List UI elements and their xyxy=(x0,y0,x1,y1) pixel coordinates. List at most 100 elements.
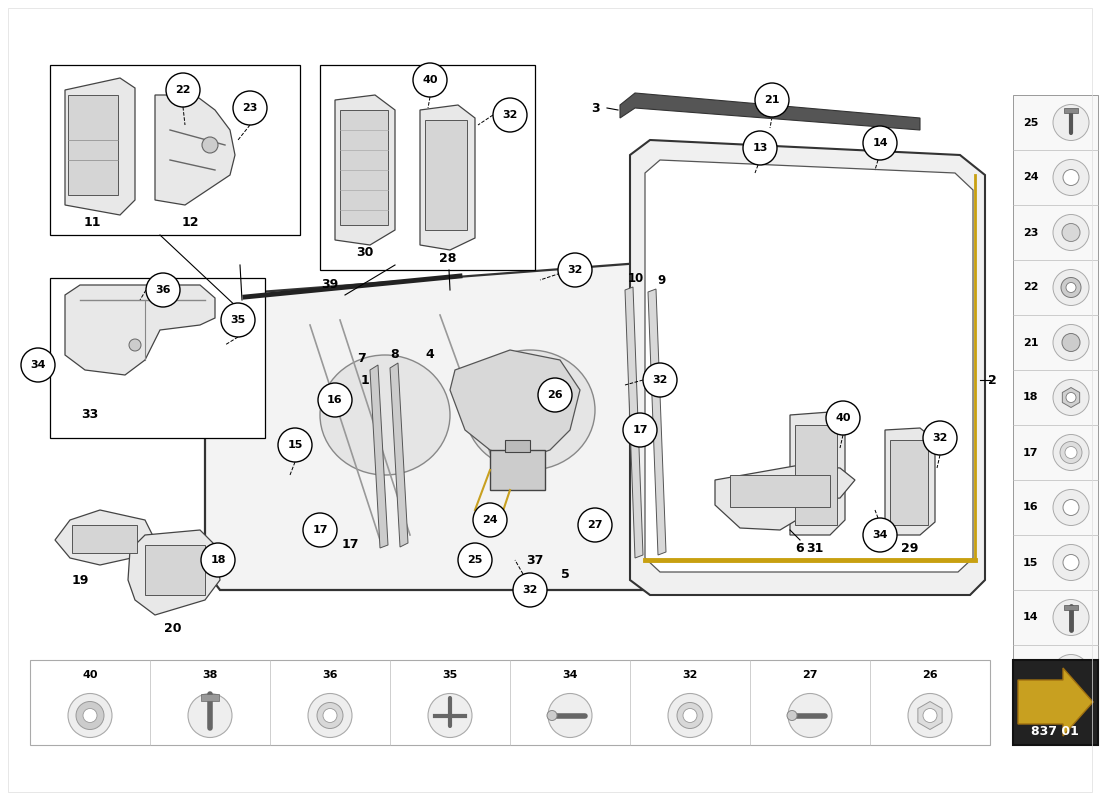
Text: 19: 19 xyxy=(72,574,89,586)
Circle shape xyxy=(21,348,55,382)
Circle shape xyxy=(68,694,112,738)
Circle shape xyxy=(412,63,447,97)
Bar xyxy=(320,65,535,270)
Circle shape xyxy=(1065,446,1077,458)
Text: 22: 22 xyxy=(1023,282,1038,293)
Circle shape xyxy=(233,91,267,125)
Text: 14: 14 xyxy=(1023,613,1038,622)
Circle shape xyxy=(1063,499,1079,515)
Polygon shape xyxy=(65,78,135,215)
Text: 24: 24 xyxy=(1023,173,1038,182)
Circle shape xyxy=(676,702,703,729)
Text: 32: 32 xyxy=(682,670,697,680)
Circle shape xyxy=(1063,665,1079,681)
Circle shape xyxy=(202,137,218,153)
Circle shape xyxy=(318,383,352,417)
Text: 11: 11 xyxy=(84,215,101,229)
Polygon shape xyxy=(128,530,220,615)
Circle shape xyxy=(1053,545,1089,581)
Bar xyxy=(30,660,990,745)
Circle shape xyxy=(302,513,337,547)
Circle shape xyxy=(1053,490,1089,526)
Polygon shape xyxy=(620,93,920,130)
Text: 38: 38 xyxy=(202,670,218,680)
Circle shape xyxy=(923,421,957,455)
Text: 10: 10 xyxy=(628,271,645,285)
Circle shape xyxy=(1053,599,1089,635)
Text: 33: 33 xyxy=(81,409,99,422)
Text: 17: 17 xyxy=(312,525,328,535)
Circle shape xyxy=(1053,654,1089,690)
Circle shape xyxy=(558,253,592,287)
Circle shape xyxy=(278,428,312,462)
Bar xyxy=(890,440,928,525)
Bar xyxy=(1064,107,1078,113)
Circle shape xyxy=(1053,214,1089,250)
Bar xyxy=(72,525,138,553)
Text: 37: 37 xyxy=(526,554,543,566)
Text: a passion for parts since 1988: a passion for parts since 1988 xyxy=(290,416,710,444)
Polygon shape xyxy=(420,105,475,250)
Text: 36: 36 xyxy=(155,285,170,295)
Polygon shape xyxy=(625,287,644,558)
Circle shape xyxy=(317,702,343,729)
Text: 7: 7 xyxy=(358,351,366,365)
Text: 12: 12 xyxy=(182,215,199,229)
Text: 15: 15 xyxy=(287,440,303,450)
Text: 28: 28 xyxy=(439,251,456,265)
Bar xyxy=(490,450,544,490)
Text: 13: 13 xyxy=(1023,667,1038,678)
Text: 1: 1 xyxy=(361,374,370,386)
Polygon shape xyxy=(715,465,855,530)
Text: 30: 30 xyxy=(356,246,374,258)
Circle shape xyxy=(1053,379,1089,415)
Circle shape xyxy=(1060,442,1082,463)
Circle shape xyxy=(323,709,337,722)
Circle shape xyxy=(578,508,612,542)
Circle shape xyxy=(513,573,547,607)
Polygon shape xyxy=(155,95,235,205)
Circle shape xyxy=(1063,554,1079,570)
Text: eurospares: eurospares xyxy=(258,353,741,427)
Circle shape xyxy=(308,694,352,738)
Text: 26: 26 xyxy=(922,670,938,680)
Polygon shape xyxy=(390,363,408,547)
Text: 40: 40 xyxy=(82,670,98,680)
Bar xyxy=(1064,605,1078,610)
Circle shape xyxy=(1053,270,1089,306)
Text: 39: 39 xyxy=(321,278,339,291)
Text: 32: 32 xyxy=(503,110,518,120)
Text: 26: 26 xyxy=(547,390,563,400)
Circle shape xyxy=(786,710,798,721)
Circle shape xyxy=(548,694,592,738)
Circle shape xyxy=(1062,334,1080,351)
Text: 15: 15 xyxy=(1023,558,1038,567)
Bar xyxy=(505,440,530,452)
Text: 8: 8 xyxy=(390,349,399,362)
Circle shape xyxy=(668,694,712,738)
Circle shape xyxy=(538,378,572,412)
Polygon shape xyxy=(336,95,395,245)
Polygon shape xyxy=(450,350,580,460)
Text: 34: 34 xyxy=(31,360,46,370)
Circle shape xyxy=(129,339,141,351)
Text: 25: 25 xyxy=(1023,118,1038,127)
Bar xyxy=(425,120,468,230)
Text: 17: 17 xyxy=(632,425,648,435)
Circle shape xyxy=(493,98,527,132)
Text: 22: 22 xyxy=(175,85,190,95)
Circle shape xyxy=(788,694,832,738)
Bar xyxy=(68,95,118,195)
Text: 17: 17 xyxy=(341,538,359,551)
Text: 18: 18 xyxy=(1023,393,1038,402)
Circle shape xyxy=(188,694,232,738)
Circle shape xyxy=(1066,393,1076,402)
Circle shape xyxy=(864,126,896,160)
Circle shape xyxy=(547,710,557,721)
Circle shape xyxy=(1053,325,1089,361)
Circle shape xyxy=(742,131,777,165)
Text: 16: 16 xyxy=(1023,502,1038,513)
Circle shape xyxy=(428,694,472,738)
Polygon shape xyxy=(630,140,984,595)
Text: 4: 4 xyxy=(426,349,434,362)
